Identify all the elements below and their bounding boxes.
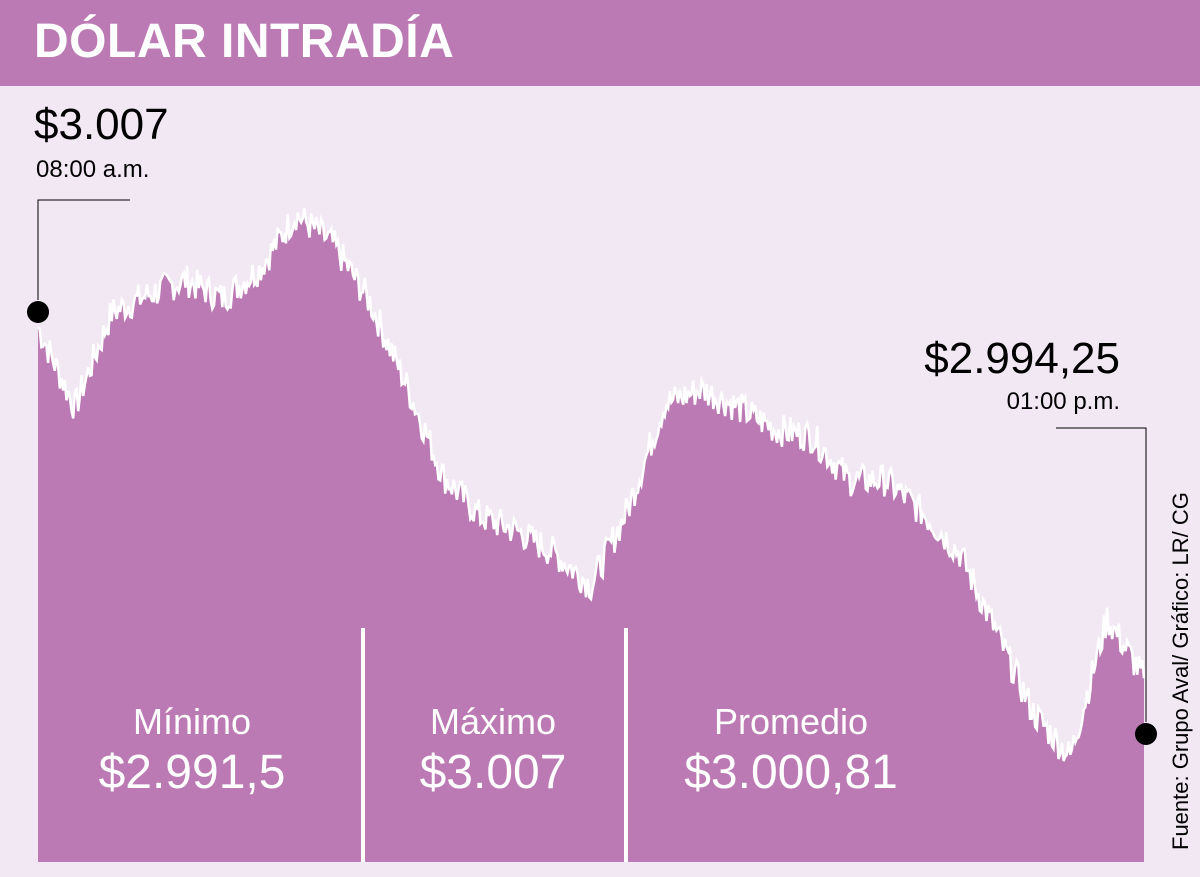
end-time-label: 01:00 p.m. [1006, 388, 1120, 415]
end-price-label: $2.994,25 [924, 334, 1120, 383]
start-time-label: 08:00 a.m. [36, 156, 150, 183]
chart-title: DÓLAR INTRADÍA [34, 15, 455, 68]
stat-average: Promedio $3.000,81 [666, 700, 916, 802]
end-leader-line [1056, 427, 1147, 722]
start-price-label: $3.007 [34, 100, 169, 149]
start-leader-line [37, 199, 130, 300]
source-credit: Fuente: Grupo Aval/ Gráfico: LR/ CG [1168, 492, 1193, 850]
avg-label: Promedio [713, 701, 869, 742]
price-area [38, 207, 1144, 862]
header-bar: DÓLAR INTRADÍA [0, 0, 1200, 86]
max-value: $3.007 [419, 746, 567, 799]
min-label: Mínimo [132, 701, 252, 742]
stat-maximum: Máximo $3.007 [368, 700, 618, 802]
avg-value: $3.000,81 [684, 746, 898, 799]
stat-dividers [361, 628, 628, 862]
min-value: $2.991,5 [98, 746, 286, 799]
price-line [37, 207, 1146, 762]
stat-minimum: Mínimo $2.991,5 [67, 700, 317, 802]
end-point-marker [1135, 723, 1157, 745]
start-point-marker [27, 301, 49, 323]
max-label: Máximo [429, 701, 557, 742]
